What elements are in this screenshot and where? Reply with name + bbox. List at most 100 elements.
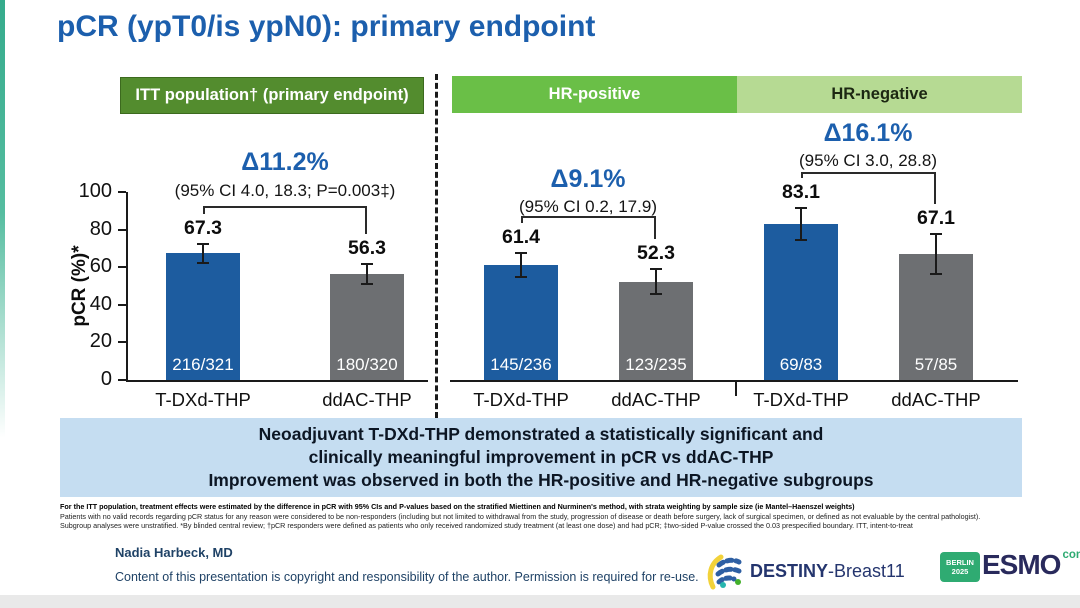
ci-bracket-horizontal: [203, 206, 367, 208]
bar-value-label: 67.3: [184, 216, 222, 239]
error-bar-cap-top: [930, 233, 942, 236]
bar-t-dxd-thp-itt-populati: [166, 253, 240, 380]
bar-count-label: 57/85: [914, 355, 958, 374]
bottom-edge-band: [0, 595, 1080, 608]
delta-label: Δ16.1%: [823, 119, 913, 147]
esmo-congress-logo: BERLIN 2025 ESMO congress: [940, 548, 1080, 582]
error-bar-cap-bottom: [930, 272, 942, 275]
destiny-breast11-logo-text: DESTINY-Breast11: [750, 561, 905, 582]
bar-ddac-thp-hr-negative: [899, 253, 973, 380]
summary-line-3: Improvement was observed in both the HR-…: [208, 470, 874, 490]
error-bar-cap-bottom: [795, 238, 807, 241]
error-bar-cap-bottom: [650, 293, 662, 296]
delta-label: Δ11.2%: [241, 148, 329, 176]
ci-label: (95% CI 0.2, 17.9): [519, 197, 657, 216]
esmo-badge-city: BERLIN: [946, 558, 974, 567]
x-axis-group-tick: [735, 380, 737, 396]
bar-value-label: 67.1: [917, 207, 955, 230]
error-bar: [800, 207, 802, 240]
ci-bracket-horizontal: [521, 216, 656, 218]
ci-bracket-right: [654, 216, 656, 240]
bar-value-label: 83.1: [782, 180, 820, 203]
ci-label: (95% CI 3.0, 28.8): [799, 151, 937, 170]
error-bar: [655, 269, 657, 295]
ci-bracket-right: [934, 172, 936, 205]
bar-t-dxd-thp-hr-positive: [484, 264, 558, 380]
esmo-berlin-2025-badge: BERLIN 2025: [940, 552, 980, 582]
error-bar: [366, 263, 368, 285]
x-tick-label: T-DXd-THP: [753, 389, 849, 410]
error-bar: [935, 234, 937, 274]
y-axis-tick-label: 40: [89, 292, 112, 315]
ci-bracket-left: [521, 216, 523, 223]
x-tick-label: ddAC-THP: [891, 389, 981, 410]
y-axis-tick-label: 80: [89, 217, 112, 240]
x-tick-label: ddAC-THP: [611, 389, 701, 410]
y-axis-tick: [118, 303, 126, 306]
error-bar-cap-bottom: [515, 275, 527, 278]
x-axis-line-hr: [450, 380, 1018, 382]
y-axis-tick-label: 20: [89, 330, 112, 353]
left-edge-accent: [0, 0, 5, 608]
error-bar-cap-bottom: [361, 283, 373, 286]
bar-ddac-thp-hr-positive: [619, 281, 693, 380]
esmo-congress-text: congress: [1062, 549, 1080, 561]
copyright-notice: Content of this presentation is copyrigh…: [115, 570, 699, 584]
error-bar-cap-top: [650, 268, 662, 271]
bar-count-label: 123/235: [625, 355, 687, 374]
section-divider: [435, 74, 438, 418]
destiny-logo-bold-text: DESTINY: [750, 560, 829, 581]
y-axis-tick-label: 100: [78, 180, 112, 202]
esmo-badge-year: 2025: [951, 567, 969, 576]
y-axis-tick: [118, 266, 126, 269]
bar-ddac-thp-itt-populati: [330, 274, 404, 380]
y-axis-tick: [118, 379, 126, 381]
bar-value-label: 56.3: [348, 236, 386, 259]
panel-header-hr-positive: HR-positive: [452, 76, 737, 113]
error-bar-cap-top: [361, 262, 373, 265]
destiny-fan-icon: [707, 554, 742, 590]
summary-line-2: clinically meaningful improvement in pCR…: [308, 447, 774, 467]
x-axis-line-itt: [127, 380, 428, 382]
y-axis-label: pCR (%)*: [69, 245, 90, 327]
destiny-breast11-logo: DESTINY-Breast11: [703, 551, 905, 591]
bar-t-dxd-thp-hr-negative: [764, 223, 838, 380]
summary-box: Neoadjuvant T-DXd-THP demonstrated a sta…: [60, 418, 1022, 497]
y-axis-tick-label: 0: [100, 368, 112, 390]
y-axis-tick: [118, 228, 126, 231]
bar-count-label: 69/83: [779, 355, 823, 374]
x-tick-label: ddAC-THP: [322, 389, 412, 410]
y-axis-tick: [118, 341, 126, 344]
bar-value-label: 52.3: [637, 242, 675, 265]
x-tick-label: T-DXd-THP: [155, 389, 251, 410]
error-bar-cap-bottom: [197, 262, 209, 265]
y-axis-tick: [118, 191, 126, 193]
delta-label: Δ9.1%: [550, 165, 626, 193]
footnote-2: Patients with no valid records regarding…: [60, 511, 981, 521]
y-axis-line: [126, 192, 128, 382]
ci-bracket-left: [801, 172, 803, 178]
ci-bracket-left: [203, 206, 205, 214]
panel-header-itt: ITT population† (primary endpoint): [120, 77, 424, 114]
x-tick-label: T-DXd-THP: [473, 389, 569, 410]
destiny-logo-rest-text: -Breast11: [828, 560, 905, 581]
ci-bracket-right: [365, 206, 367, 234]
error-bar-cap-top: [795, 206, 807, 209]
esmo-logo-text: ESMO: [982, 549, 1061, 580]
error-bar-cap-top: [197, 242, 209, 245]
panel-header-hr-negative: HR-negative: [737, 76, 1022, 113]
error-bar-cap-top: [515, 251, 527, 254]
summary-line-1: Neoadjuvant T-DXd-THP demonstrated a sta…: [258, 424, 824, 444]
page-title: pCR (ypT0/is ypN0): primary endpoint: [57, 10, 596, 43]
error-bar: [520, 252, 522, 277]
author-name: Nadia Harbeck, MD: [115, 545, 233, 560]
footnote-1: For the ITT population, treatment effect…: [60, 502, 855, 511]
bar-value-label: 61.4: [502, 225, 540, 248]
ci-bracket-horizontal: [801, 172, 936, 174]
footnote-3: Subgroup analyses were unstratified. *By…: [60, 521, 913, 531]
ci-label: (95% CI 4.0, 18.3; P=0.003‡): [174, 181, 396, 200]
bar-count-label: 145/236: [490, 355, 552, 374]
error-bar: [202, 243, 204, 264]
